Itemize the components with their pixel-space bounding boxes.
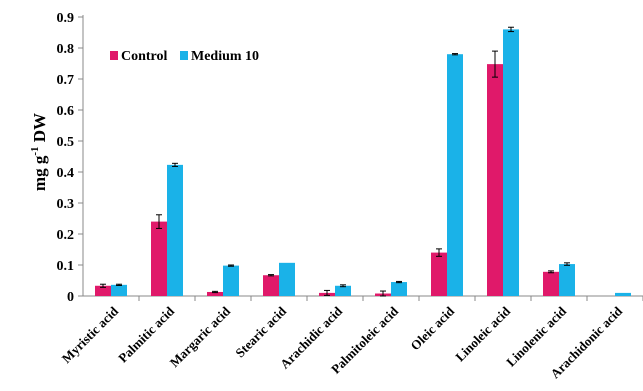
x-tick-label: Oleic acid bbox=[407, 303, 457, 353]
error-bar bbox=[380, 290, 386, 297]
y-axis-label-superscript: -1 bbox=[29, 146, 41, 155]
y-axis-label: mg g-1 DW bbox=[29, 113, 49, 191]
bar-control bbox=[487, 64, 503, 297]
legend-label: Control bbox=[121, 49, 168, 64]
bar-control bbox=[151, 221, 167, 296]
bar-medium-10 bbox=[167, 164, 183, 296]
error-bar bbox=[396, 280, 402, 284]
legend-item-control: Control bbox=[110, 49, 168, 64]
error-bar bbox=[452, 53, 458, 56]
bar-medium-10 bbox=[279, 262, 295, 296]
error-bar bbox=[156, 214, 162, 229]
error-bar bbox=[492, 50, 498, 78]
error-bar bbox=[508, 26, 514, 33]
bar-medium-10 bbox=[391, 282, 407, 296]
x-tick-label: Linoleic acid bbox=[452, 303, 513, 364]
bar-medium-10 bbox=[335, 285, 351, 296]
y-axis-label-tail: DW bbox=[30, 113, 49, 147]
x-tick-label: Margaric acid bbox=[167, 303, 234, 370]
x-tick-label: Palmitic acid bbox=[115, 303, 177, 365]
bar-medium-10 bbox=[447, 54, 463, 297]
y-axis-label-base: mg g bbox=[30, 155, 49, 191]
y-tick-label: 0.1 bbox=[57, 259, 75, 274]
error-bar bbox=[340, 284, 346, 288]
y-tick-label: 0.5 bbox=[57, 135, 75, 150]
x-tick-label: Stearic acid bbox=[232, 303, 289, 360]
y-tick-label: 0.7 bbox=[57, 73, 75, 88]
bar-medium-10 bbox=[615, 292, 631, 296]
bar-medium-10 bbox=[503, 29, 519, 297]
error-bar bbox=[564, 262, 570, 266]
bar-medium-10 bbox=[559, 264, 575, 296]
error-bar bbox=[324, 289, 330, 296]
bar-control bbox=[263, 275, 279, 296]
bar-control bbox=[431, 252, 447, 296]
y-tick-label: 0.6 bbox=[57, 104, 75, 119]
bar-control bbox=[95, 285, 111, 296]
error-bar bbox=[228, 264, 234, 267]
y-axis-ticks: 0 0.1 0.2 0.3 0.4 0.5 0.6 0.7 0.8 0.9 bbox=[57, 11, 83, 305]
y-tick-label: 0.2 bbox=[57, 228, 75, 243]
legend-label: Medium 10 bbox=[191, 49, 259, 64]
legend-swatch bbox=[180, 51, 188, 60]
y-tick-label: 0 bbox=[67, 290, 74, 305]
y-tick-label: 0.4 bbox=[57, 166, 75, 181]
error-bar bbox=[100, 283, 106, 288]
legend-item-medium-10: Medium 10 bbox=[180, 49, 259, 64]
error-bar bbox=[436, 248, 442, 257]
bar-medium-10 bbox=[111, 284, 127, 296]
y-tick-label: 0.8 bbox=[57, 42, 75, 57]
y-tick-label: 0.3 bbox=[57, 197, 75, 212]
y-tick-label: 0.9 bbox=[57, 11, 75, 26]
bars bbox=[95, 26, 643, 301]
x-tick-label: Myristic acid bbox=[59, 303, 122, 366]
svg-text:mg g-1 DW: mg g-1 DW bbox=[29, 113, 49, 191]
bar-control bbox=[207, 291, 223, 296]
error-bar bbox=[548, 270, 554, 274]
error-bar bbox=[116, 283, 122, 286]
legend-swatch bbox=[110, 51, 118, 60]
error-bar bbox=[172, 162, 178, 167]
bar-control bbox=[543, 271, 559, 296]
error-bar bbox=[268, 274, 274, 277]
legend: Control Medium 10 bbox=[110, 49, 259, 64]
error-bar bbox=[212, 290, 218, 294]
bar-medium-10 bbox=[223, 265, 239, 296]
